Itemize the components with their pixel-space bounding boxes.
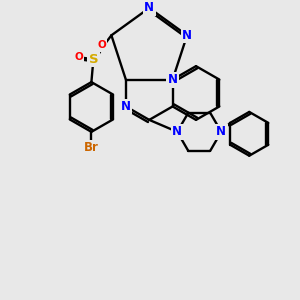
Text: S: S: [88, 53, 98, 66]
Text: Br: Br: [84, 141, 99, 154]
Text: O: O: [97, 40, 106, 50]
Text: N: N: [144, 2, 154, 14]
Text: N: N: [121, 100, 131, 113]
Text: N: N: [216, 125, 226, 138]
Text: N: N: [172, 125, 182, 138]
Text: N: N: [168, 73, 178, 86]
Text: N: N: [182, 29, 192, 42]
Text: O: O: [74, 52, 83, 62]
